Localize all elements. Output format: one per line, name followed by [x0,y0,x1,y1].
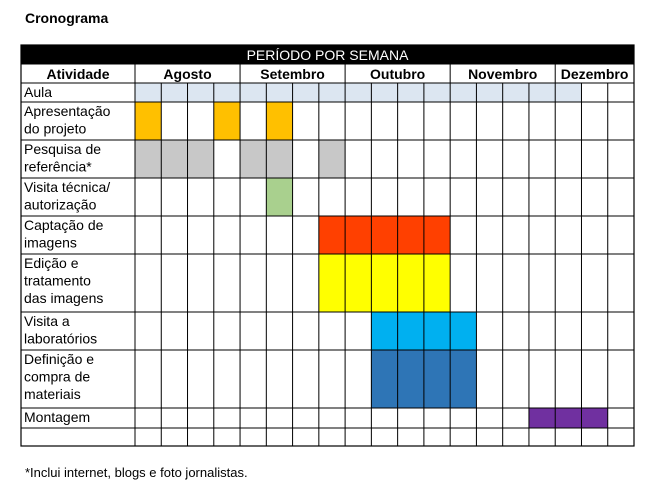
schedule-cell [187,83,214,102]
schedule-cell [528,83,556,102]
schedule-cell [135,140,162,178]
schedule-cell [240,140,267,178]
activity-label: Apresentação [24,103,111,119]
footnote: *Inclui internet, blogs e foto jornalist… [25,465,248,480]
schedule-cell [266,83,293,102]
schedule-cell [450,83,477,102]
schedule-cell [187,140,214,178]
activity-label: laboratórios [24,331,97,347]
schedule-cell [555,408,582,428]
table-border [20,44,635,447]
activity-label: tratamento [24,273,91,289]
schedule-cell [318,216,346,254]
schedule-cell [423,350,451,408]
schedule-cell [423,216,451,254]
schedule-cell [423,312,451,350]
schedule-cell [555,83,582,102]
schedule-cell [397,312,424,350]
schedule-cell [266,140,293,178]
schedule-cell [161,140,188,178]
schedule-cell [423,83,451,102]
schedule-cell [345,216,372,254]
activity-label: Visita técnica/ [24,179,110,195]
activity-label: referência* [24,159,92,175]
month-header-outubro: Outubro [370,66,425,82]
period-header-bar [21,45,634,64]
schedule-cell [266,178,293,216]
schedule-cell [213,83,241,102]
schedule-cell [450,312,477,350]
schedule-cell [266,102,293,140]
activity-label: do projeto [24,121,86,137]
schedule-cell [397,350,424,408]
activity-label: Definição e [24,351,94,367]
schedule-cell [397,254,424,312]
schedule-cell [345,254,372,312]
schedule-cell [371,216,398,254]
schedule-cell [581,408,608,428]
schedule-cell [161,83,188,102]
schedule-cell [345,83,372,102]
schedule-cell [318,83,346,102]
schedule-cell [397,83,424,102]
month-header-novembro: Novembro [468,66,537,82]
schedule-cell [397,216,424,254]
activity-label: Edição e [24,255,79,271]
activity-label: imagens [24,235,77,251]
schedule-cell [371,83,398,102]
schedule-cell [476,83,503,102]
schedule-cell [423,254,451,312]
schedule-cell [135,102,162,140]
activity-label: Pesquisa de [24,141,101,157]
period-header-label: PERÍODO POR SEMANA [247,47,409,63]
activity-label: Visita a [24,313,70,329]
activity-label: autorização [24,197,97,213]
schedule-cell [371,254,398,312]
activity-label: compra de [24,369,90,385]
schedule-cell [450,350,477,408]
activity-label: Montagem [24,409,90,425]
schedule-cell [502,83,529,102]
activity-header: Atividade [46,66,109,82]
schedule-cell [240,83,267,102]
schedule-cell [213,102,241,140]
activity-label: Aula [24,84,52,100]
month-header-agosto: Agosto [163,66,211,82]
page-title: Cronograma [25,10,109,26]
month-header-setembro: Setembro [260,66,325,82]
schedule-cell [292,83,319,102]
activity-label: materiais [24,386,81,402]
schedule-cell [528,408,556,428]
month-header-dezembro: Dezembro [561,66,629,82]
schedule-cell [318,140,346,178]
schedule-cell [135,83,162,102]
activity-label: das imagens [24,290,103,306]
schedule-cell [318,254,346,312]
schedule-cell [371,350,398,408]
schedule-cell [371,312,398,350]
activity-label: Captação de [24,217,104,233]
